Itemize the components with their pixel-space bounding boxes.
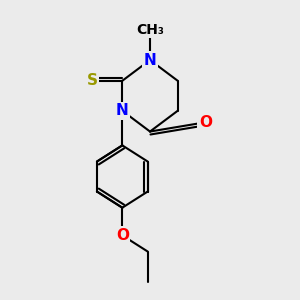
Text: CH₃: CH₃ (136, 23, 164, 37)
Text: O: O (199, 115, 212, 130)
Text: N: N (116, 103, 129, 118)
Text: O: O (116, 228, 129, 243)
Text: N: N (144, 52, 156, 68)
Text: S: S (87, 73, 98, 88)
